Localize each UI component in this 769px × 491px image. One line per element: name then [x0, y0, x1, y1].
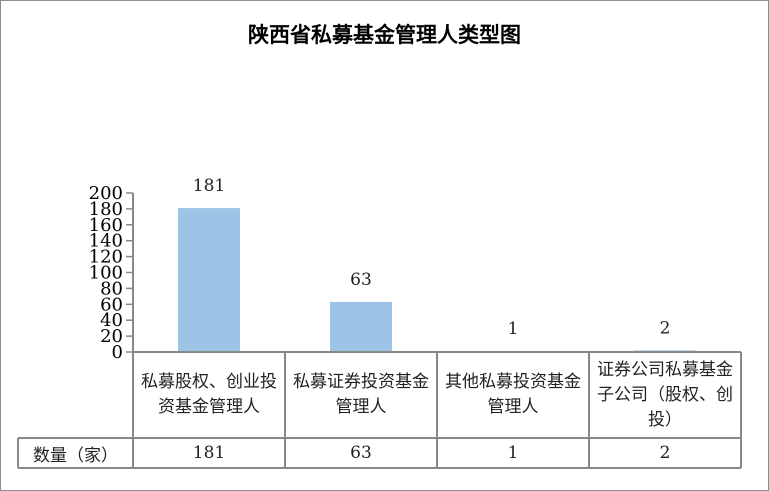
category-label: 私募证券投资基金管理人	[293, 372, 429, 417]
y-tick-label: 100	[89, 263, 123, 284]
chart-title: 陕西省私募基金管理人类型图	[248, 22, 521, 47]
y-tick-label: 180	[89, 199, 123, 220]
y-tick-label: 140	[89, 231, 123, 252]
data-label: 63	[350, 270, 372, 290]
data-label: 1	[508, 319, 519, 339]
bar	[330, 301, 392, 352]
table-cell: 1	[507, 443, 519, 463]
y-tick-label: 0	[112, 342, 123, 363]
category-label: 其他私募投资基金管理人	[445, 372, 581, 417]
table-cell: 63	[350, 443, 372, 463]
y-tick-label: 20	[100, 326, 123, 347]
table-cell: 2	[659, 443, 671, 463]
table-row-label: 数量（家）	[33, 445, 118, 466]
y-tick-label: 200	[89, 183, 123, 204]
y-tick-label: 160	[89, 215, 123, 236]
data-label: 2	[660, 318, 671, 338]
y-tick-label: 120	[89, 247, 123, 268]
table-cell: 181	[192, 443, 226, 463]
y-tick-label: 60	[100, 294, 123, 315]
y-tick-label: 80	[100, 278, 123, 299]
data-label: 181	[193, 176, 225, 196]
category-label: 私募股权、创业投资基金管理人	[141, 372, 277, 417]
bar	[178, 208, 240, 352]
category-label: 证券公司私募基金子公司（股权、创投）	[597, 359, 733, 430]
y-tick-label: 40	[100, 310, 123, 331]
